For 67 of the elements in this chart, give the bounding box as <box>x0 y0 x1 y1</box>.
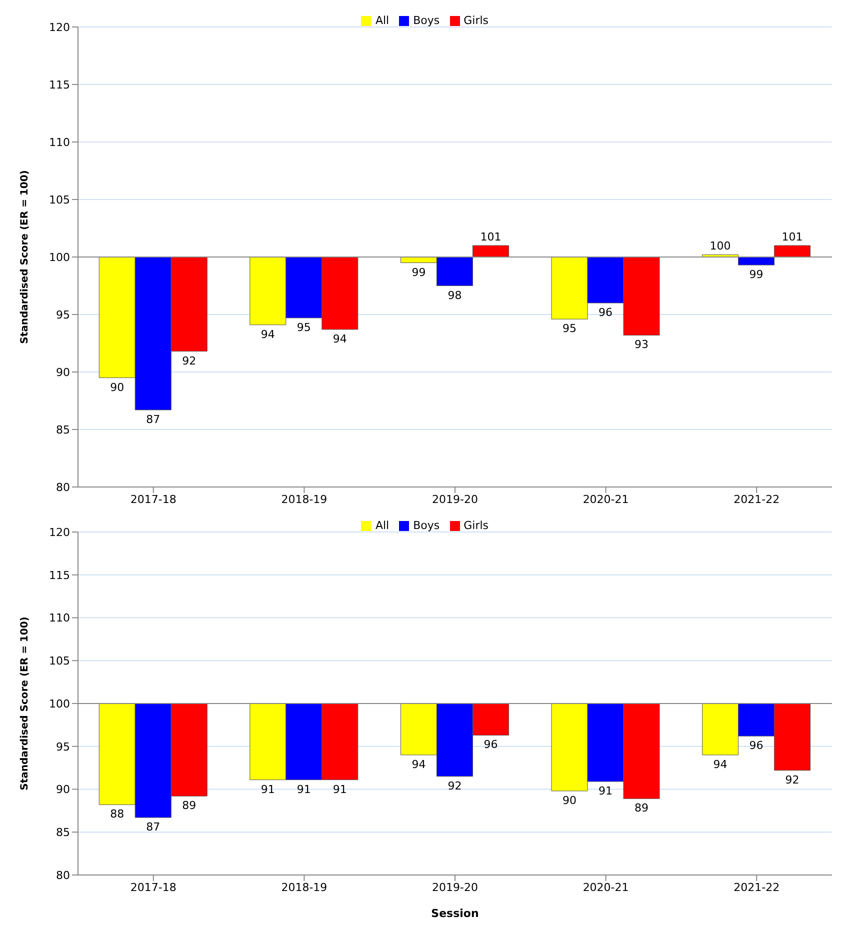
data-label: 89 <box>634 802 649 815</box>
y-tick-label: 90 <box>56 783 70 796</box>
legend-label: All <box>375 14 390 27</box>
y-tick-label: 100 <box>49 250 70 264</box>
data-label: 91 <box>260 782 275 796</box>
data-label: 94 <box>412 758 426 771</box>
data-label: 95 <box>296 320 311 334</box>
data-label: 92 <box>448 779 462 792</box>
y-tick-label: 115 <box>49 78 70 92</box>
data-label: 90 <box>110 380 124 394</box>
y-tick-label: 85 <box>56 423 70 436</box>
legend-label: All <box>375 519 390 532</box>
y-tick-label: 80 <box>56 480 70 494</box>
x-tick-label: 2021-22 <box>734 880 780 894</box>
x-tick-label: 2020-21 <box>582 492 629 506</box>
x-tick-label: 2018-19 <box>281 880 328 894</box>
data-label: 89 <box>182 799 196 812</box>
legend-label: Boys <box>413 14 440 27</box>
y-tick-label: 85 <box>56 826 70 840</box>
y-tick-label: 90 <box>56 366 70 379</box>
y-tick-label: 120 <box>49 20 70 34</box>
data-label: 95 <box>562 322 577 336</box>
data-label: 101 <box>782 230 803 244</box>
data-label: 96 <box>598 306 613 319</box>
data-label: 93 <box>634 338 649 352</box>
data-label: 96 <box>749 739 764 752</box>
y-tick-label: 100 <box>49 697 70 710</box>
x-tick-label: 2017-18 <box>130 880 176 894</box>
data-label: 94 <box>260 328 275 341</box>
data-label: 92 <box>182 354 196 368</box>
x-tick-label: 2019-20 <box>432 880 478 894</box>
legend-label: Girls <box>464 14 489 27</box>
y-tick-label: 120 <box>49 526 70 539</box>
data-label: 94 <box>713 758 728 771</box>
data-label: 90 <box>562 794 577 807</box>
y-tick-label: 110 <box>49 612 70 625</box>
x-tick-label: 2018-19 <box>281 492 328 506</box>
data-label: 91 <box>296 782 311 796</box>
legend-label: Boys <box>413 519 440 532</box>
data-label: 88 <box>110 808 124 821</box>
x-tick-label: 2021-22 <box>734 492 780 506</box>
data-label: 98 <box>448 288 462 302</box>
x-tick-label: 2019-20 <box>432 492 478 506</box>
data-label: 91 <box>598 784 613 798</box>
x-tick-label: 2017-18 <box>130 492 176 506</box>
data-label: 101 <box>480 230 502 244</box>
y-tick-label: 95 <box>56 308 70 322</box>
data-label: 99 <box>412 266 426 279</box>
y-tick-label: 110 <box>49 136 70 149</box>
y-tick-label: 105 <box>49 654 70 668</box>
y-tick-label: 80 <box>56 868 70 882</box>
y-tick-label: 115 <box>49 568 70 582</box>
y-tick-label: 105 <box>49 193 70 206</box>
data-label: 99 <box>749 268 764 282</box>
y-tick-label: 95 <box>56 740 70 754</box>
x-axis-title: Session <box>431 907 479 920</box>
x-tick-label: 2020-21 <box>582 880 629 894</box>
data-label: 96 <box>484 738 498 752</box>
data-label: 100 <box>710 240 731 253</box>
data-label: 87 <box>146 412 160 426</box>
y-axis-title: Standardised Score (ER = 100) <box>20 170 31 344</box>
y-axis-title: Standardised Score (ER = 100) <box>20 616 31 790</box>
legend-label: Girls <box>464 519 489 532</box>
data-label: 87 <box>146 820 160 834</box>
data-label: 92 <box>785 773 800 786</box>
data-label: 91 <box>332 782 347 796</box>
data-label: 94 <box>332 332 347 346</box>
